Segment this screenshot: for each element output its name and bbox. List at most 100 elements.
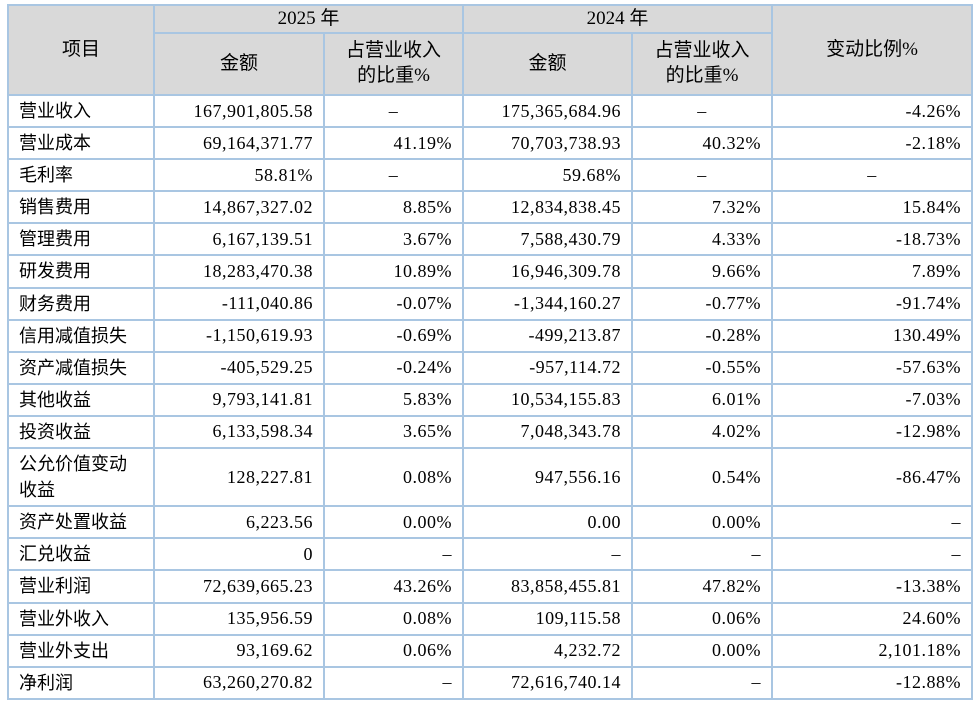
pct-2024: 6.01% (631, 382, 774, 417)
pct-2024: 0.54% (631, 447, 774, 508)
pct-2024: 47.82% (631, 569, 774, 604)
pct-2025: 5.83% (322, 382, 465, 417)
amount-2025: 6,223.56 (153, 505, 325, 540)
amount-2024: – (462, 537, 634, 572)
pct-2024: 7.32% (631, 190, 774, 225)
change-pct: 15.84% (771, 190, 974, 225)
amount-2025: 93,169.62 (153, 633, 325, 668)
amount-2025: 9,793,141.81 (153, 382, 325, 417)
amount-2025: 63,260,270.82 (153, 665, 325, 700)
change-pct: 7.89% (771, 254, 974, 289)
amount-2024: 175,365,684.96 (462, 93, 634, 129)
table-body: 营业收入 167,901,805.58–175,365,684.96– -4.26%… (7, 93, 974, 700)
change-pct: -86.47% (771, 447, 974, 508)
header-amount-2025: 金额 (153, 32, 325, 96)
row-label: 营业外支出 (7, 633, 155, 668)
amount-2024: -1,344,160.27 (462, 286, 634, 321)
row-label: 营业外收入 (7, 601, 155, 636)
amount-2024: 83,858,455.81 (462, 569, 634, 604)
amount-2025: 72,639,665.23 (153, 569, 325, 604)
pct-2024: – (631, 158, 774, 193)
amount-2025: -111,040.86 (153, 286, 325, 321)
row-label: 其他收益 (7, 382, 155, 417)
pct-2024: -0.28% (631, 318, 774, 353)
change-pct: -91.74% (771, 286, 974, 321)
pct-2024: 40.32% (631, 126, 774, 161)
pct-2025: 41.19% (322, 126, 465, 161)
row-label: 净利润 (7, 665, 155, 700)
change-pct: -18.73% (771, 222, 974, 257)
table-row: 信用减值损失 -1,150,619.93 -0.69% -499,213.87 -0.2… (7, 318, 974, 353)
amount-2025: 18,283,470.38 (153, 254, 325, 289)
pct-2025: 3.67% (322, 222, 465, 257)
change-pct: – (771, 537, 974, 572)
row-label: 营业利润 (7, 569, 155, 604)
table-row: 公允价值变动 收益 128,227.81 0.08% 947,556.16 0.54% -… (7, 447, 974, 508)
amount-2025: 128,227.81 (153, 447, 325, 508)
amount-2024: -957,114.72 (462, 350, 634, 385)
pct-2025: – (322, 158, 465, 193)
header-year-2024: 2024 年 (462, 4, 774, 34)
pct-2025: – (322, 665, 465, 700)
row-label: 营业成本 (7, 126, 155, 161)
amount-2025: 0 (153, 537, 325, 572)
pct-2025: 43.26% (322, 569, 465, 604)
pct-2024: 4.02% (631, 414, 774, 450)
header-row-subcolumns: 金额 占营业收入 的比重% 金额 占营业收入 的比重% (8, 32, 972, 96)
change-pct: – (771, 505, 974, 540)
amount-2024: 72,616,740.14 (462, 665, 634, 700)
amount-2024: 4,232.72 (462, 633, 634, 668)
pct-2025: -0.07% (322, 286, 465, 321)
amount-2024: -499,213.87 (462, 318, 634, 353)
amount-2024: 16,946,309.78 (462, 254, 634, 289)
row-label: 研发费用 (7, 254, 155, 289)
change-pct: -57.63% (771, 350, 974, 385)
pct-2025: – (322, 93, 465, 129)
amount-2025: 14,867,327.02 (153, 190, 325, 225)
table-header: 项目 2025 年 2024 年 变动比例% 金额 占营业收入 的比重% 金额 … (7, 4, 974, 96)
change-pct: -13.38% (771, 569, 974, 604)
amount-2025: -405,529.25 (153, 350, 325, 385)
row-label: 资产减值损失 (7, 350, 155, 385)
table-row: 研发费用 18,283,470.38 10.89% 16,946,309.78 9.66… (7, 254, 974, 289)
pct-2025: 0.08% (322, 601, 465, 636)
pct-2025: -0.69% (322, 318, 465, 353)
row-label: 公允价值变动 收益 (7, 447, 155, 508)
pct-2025: – (322, 537, 465, 572)
amount-2024: 109,115.58 (462, 601, 634, 636)
pct-2025: 3.65% (322, 414, 465, 450)
table-row: 营业收入 167,901,805.58–175,365,684.96– -4.26% (7, 93, 974, 129)
amount-2025: 135,956.59 (153, 601, 325, 636)
amount-2025: 6,133,598.34 (153, 414, 325, 450)
table-row: 营业外支出 93,169.62 0.06% 4,232.72 0.00% 2,101.18… (7, 633, 974, 668)
header-row-groups: 项目 2025 年 2024 年 变动比例% (7, 4, 974, 96)
pct-2024: -0.77% (631, 286, 774, 321)
table-row: 投资收益 6,133,598.34 3.65% 7,048,343.78 4.02% -1… (7, 414, 974, 450)
amount-2025: 6,167,139.51 (153, 222, 325, 257)
row-label: 资产处置收益 (7, 505, 155, 540)
pct-2024: – (631, 93, 774, 129)
row-label: 毛利率 (7, 158, 155, 193)
row-label: 销售费用 (7, 190, 155, 225)
table-row: 毛利率 58.81% –59.68% – – (7, 158, 974, 193)
pct-2024: – (631, 665, 774, 700)
pct-2024: 4.33% (631, 222, 774, 257)
pct-2025: 0.06% (322, 633, 465, 668)
amount-2024: 947,556.16 (462, 447, 634, 508)
row-label: 管理费用 (7, 222, 155, 257)
table-row: 营业成本 69,164,371.77 41.19% 70,703,738.93 40.3… (7, 126, 974, 161)
change-pct: -4.26% (771, 93, 974, 129)
pct-2024: -0.55% (631, 350, 774, 385)
row-label: 投资收益 (7, 414, 155, 450)
amount-2024: 70,703,738.93 (462, 126, 634, 161)
amount-2025: -1,150,619.93 (153, 318, 325, 353)
financial-table: 项目 2025 年 2024 年 变动比例% 金额 占营业收入 的比重% 金额 … (7, 4, 974, 700)
table-row: 净利润 63,260,270.82–72,616,740.14– -12.88% (7, 665, 974, 700)
header-amount-2024: 金额 (462, 32, 634, 96)
table-row: 资产处置收益 6,223.56 0.00% 0.00 0.00% – (7, 505, 974, 540)
amount-2024: 59.68% (462, 158, 634, 193)
amount-2025: 167,901,805.58 (153, 93, 325, 129)
header-item: 项目 (7, 4, 155, 96)
change-pct: – (771, 158, 974, 193)
